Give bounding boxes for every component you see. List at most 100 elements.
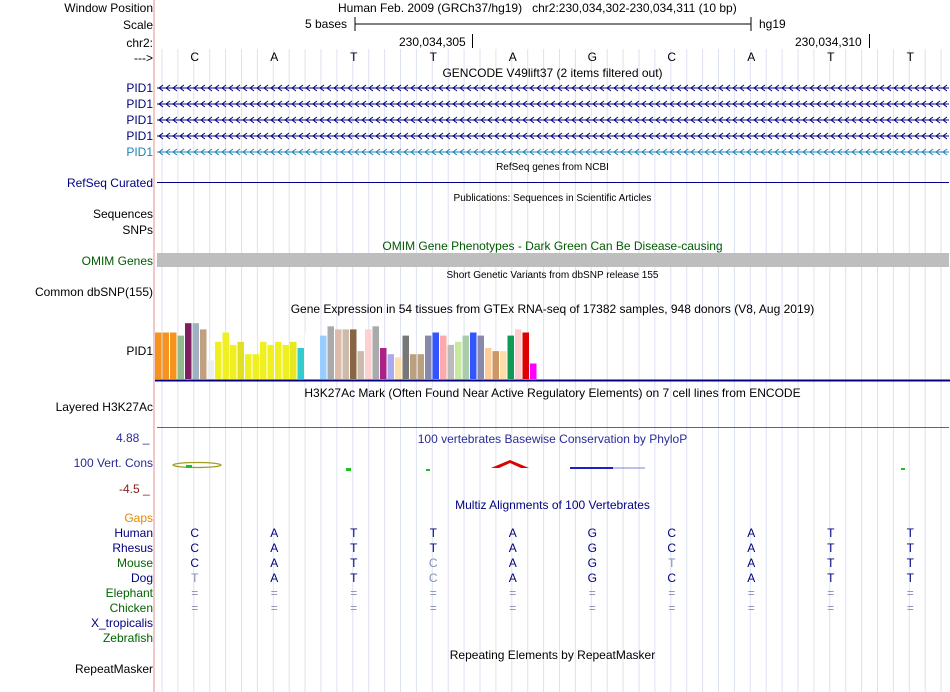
alignment-base: T (827, 571, 835, 585)
strand-chevron (284, 100, 290, 108)
sequences-label[interactable]: Sequences (92, 207, 153, 221)
strand-chevron (326, 132, 332, 140)
gencode-gene-feature[interactable] (157, 82, 949, 94)
alignment-base: T (350, 556, 358, 570)
strand-chevron (844, 116, 850, 124)
gtex-pid1-label[interactable]: PID1 (126, 344, 153, 358)
common-dbsnp-label[interactable]: Common dbSNP(155) (34, 285, 153, 299)
omim-genes-label[interactable]: OMIM Genes (81, 254, 153, 268)
strand-chevron (676, 84, 682, 92)
alignment-base: C (667, 526, 677, 540)
alignment-base: C (428, 556, 438, 570)
species-label[interactable]: Gaps (124, 511, 153, 525)
strand-chevron (263, 100, 269, 108)
species-label[interactable]: X_tropicalis (90, 616, 153, 630)
gencode-item-label[interactable]: PID1 (126, 81, 153, 95)
strand-chevron (620, 148, 626, 156)
strand-chevron (333, 84, 339, 92)
strand-chevron (816, 84, 822, 92)
strand-chevron (270, 132, 276, 140)
gencode-gene-feature[interactable] (157, 130, 949, 142)
strand-chevron (445, 84, 451, 92)
layered-h3k27ac-label[interactable]: Layered H3K27Ac (55, 400, 153, 414)
strand-chevron (844, 84, 850, 92)
species-label[interactable]: Chicken (109, 601, 153, 615)
strand-chevron (382, 132, 388, 140)
strand-chevron (830, 100, 836, 108)
strand-chevron (452, 100, 458, 108)
species-label[interactable]: Human (114, 526, 153, 540)
gtex-tissue-bar (177, 335, 184, 379)
strand-chevron (228, 132, 234, 140)
strand-chevron (200, 132, 206, 140)
base-letter: A (747, 50, 756, 64)
species-label[interactable]: Dog (130, 571, 153, 585)
strand-chevron (788, 84, 794, 92)
refseq-curated-label[interactable]: RefSeq Curated (66, 176, 153, 190)
gtex-tissue-bar (185, 323, 192, 379)
scale-assembly: hg19 (759, 17, 786, 31)
gencode-gene-feature[interactable] (157, 114, 949, 126)
gencode-gene-feature[interactable] (157, 98, 949, 110)
gtex-tissue-bar (425, 335, 432, 379)
strand-chevron (165, 132, 171, 140)
strand-chevron (410, 148, 416, 156)
gtex-expression-chart[interactable] (155, 316, 950, 386)
strand-chevron (536, 84, 542, 92)
strand-chevron (487, 148, 493, 156)
strand-chevron (473, 84, 479, 92)
gtex-tissue-bar (162, 332, 169, 379)
species-label[interactable]: Zebrafish (102, 631, 153, 645)
strand-chevron (473, 116, 479, 124)
species-label[interactable]: Mouse (116, 556, 153, 570)
strand-chevron (438, 132, 444, 140)
gtex-tissue-bar (485, 348, 492, 379)
strand-chevron (928, 148, 934, 156)
strand-chevron (186, 116, 192, 124)
strand-chevron (417, 116, 423, 124)
strand-chevron (277, 132, 283, 140)
strand-chevron (564, 132, 570, 140)
refseq-gene-line[interactable] (157, 182, 949, 183)
strand-chevron (179, 148, 185, 156)
vert-cons-label[interactable]: 100 Vert. Cons (73, 456, 153, 470)
alignment-base: T (191, 571, 199, 585)
strand-chevron (662, 148, 668, 156)
strand-chevron (270, 148, 276, 156)
strand-chevron (466, 84, 472, 92)
alignment-base: C (190, 526, 200, 540)
gtex-tissue-bar (252, 354, 259, 379)
strand-chevron (648, 84, 654, 92)
strand-chevron (844, 148, 850, 156)
strand-chevron (613, 148, 619, 156)
gencode-item-label[interactable]: PID1 (126, 97, 153, 111)
strand-chevron (522, 100, 528, 108)
phylop-signal[interactable] (155, 455, 950, 475)
gencode-item-label[interactable]: PID1 (126, 145, 153, 159)
strand-chevron (431, 148, 437, 156)
species-label[interactable]: Elephant (105, 586, 153, 600)
strand-chevron (256, 148, 262, 156)
strand-chevron (886, 148, 892, 156)
strand-chevron (298, 148, 304, 156)
strand-chevron (550, 132, 556, 140)
strand-chevron (914, 148, 920, 156)
gtex-tissue-bar (410, 354, 417, 379)
strand-chevron (536, 148, 542, 156)
gencode-item-label[interactable]: PID1 (126, 129, 153, 143)
omim-gene-bar[interactable] (157, 253, 949, 267)
species-label[interactable]: Rhesus (112, 541, 153, 555)
strand-chevron (193, 84, 199, 92)
gencode-gene-feature[interactable] (157, 146, 949, 158)
strand-chevron (459, 116, 465, 124)
strand-chevron (242, 100, 248, 108)
snps-label[interactable]: SNPs (122, 223, 153, 237)
strand-chevron (858, 148, 864, 156)
strand-chevron (767, 84, 773, 92)
strand-chevron (529, 84, 535, 92)
repeatmasker-label[interactable]: RepeatMasker (74, 662, 153, 676)
strand-chevron (522, 132, 528, 140)
gencode-item-label[interactable]: PID1 (126, 113, 153, 127)
strand-chevron (879, 100, 885, 108)
